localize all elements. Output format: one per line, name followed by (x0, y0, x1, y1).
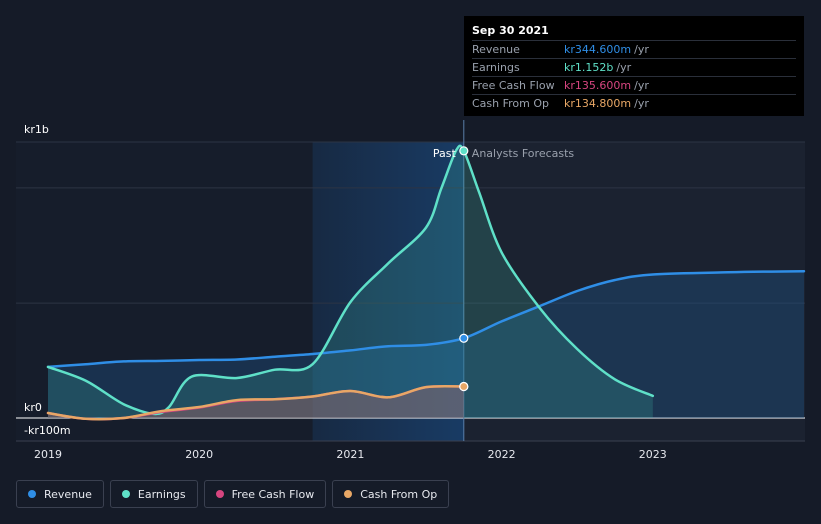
forecast-region (463, 142, 805, 441)
forecast-label: Analysts Forecasts (472, 147, 575, 160)
cash-from-op-marker (459, 381, 469, 392)
tooltip-row: Earnings kr1.152b/yr (472, 58, 796, 76)
legend-item-revenue[interactable]: Revenue (16, 480, 104, 508)
tooltip-row-label: Earnings (472, 61, 520, 74)
tooltip-date: Sep 30 2021 (472, 24, 549, 37)
tooltip-row-unit: /yr (634, 97, 649, 110)
y-tick-label: kr0 (24, 401, 42, 414)
x-tick-label: 2022 (488, 448, 516, 461)
revenue-line (46, 269, 806, 369)
free-cash-flow-area (48, 386, 464, 420)
tooltip-row: Cash From Op kr134.800m/yr (472, 94, 796, 112)
tooltip-row: Free Cash Flow kr135.600m/yr (472, 76, 796, 94)
tooltip-row-label: Cash From Op (472, 97, 550, 110)
earnings-area (48, 145, 653, 419)
legend-item-cash-from-op[interactable]: Cash From Op (332, 480, 450, 508)
x-tick-label: 2021 (336, 448, 364, 461)
legend-dot-icon (28, 490, 36, 498)
cash-from-op-line (46, 384, 466, 421)
x-tick-label: 2019 (34, 448, 62, 461)
legend-label: Revenue (44, 487, 92, 501)
y-tick-label: -kr100m (24, 424, 71, 437)
tooltip: Sep 30 2021 Revenue kr344.600m/yr Earnings… (464, 16, 804, 116)
tooltip-row-unit: /yr (634, 43, 649, 56)
tooltip-row-label: Revenue (472, 43, 520, 56)
legend-dot-icon (121, 490, 130, 498)
legend: Revenue Earnings Free Cash Flow Cash From O… (16, 480, 450, 508)
tooltip-row-unit: /yr (616, 61, 632, 74)
tooltip-row-value: kr135.600m (564, 79, 632, 92)
legend-label: Earnings (137, 487, 186, 501)
past-label: Past (433, 147, 457, 160)
revenue-marker (459, 333, 469, 343)
revenue-area (48, 271, 804, 418)
legend-label: Free Cash Flow (231, 487, 315, 501)
x-tick-label: 2020 (185, 448, 213, 461)
tooltip-row-value: kr344.600m (564, 43, 632, 56)
tooltip-row-value: kr134.800m (564, 97, 632, 110)
earnings-line (46, 144, 655, 416)
legend-label: Cash From Op (360, 487, 438, 501)
earnings-marker (459, 146, 469, 156)
legend-item-free-cash-flow[interactable]: Free Cash Flow (203, 480, 327, 508)
y-tick-label: kr1b (24, 123, 49, 136)
legend-dot-icon (215, 490, 224, 498)
tooltip-row-label: Free Cash Flow (472, 79, 555, 92)
legend-dot-icon (344, 490, 353, 498)
x-tick-label: 2023 (639, 448, 667, 461)
cash-from-op-area (48, 386, 464, 420)
tooltip-row: Revenue kr344.600m/yr (472, 40, 796, 58)
legend-item-earnings[interactable]: Earnings (109, 480, 198, 508)
tooltip-row-unit: /yr (634, 79, 649, 92)
tooltip-row-value: kr1.152b (564, 61, 614, 74)
